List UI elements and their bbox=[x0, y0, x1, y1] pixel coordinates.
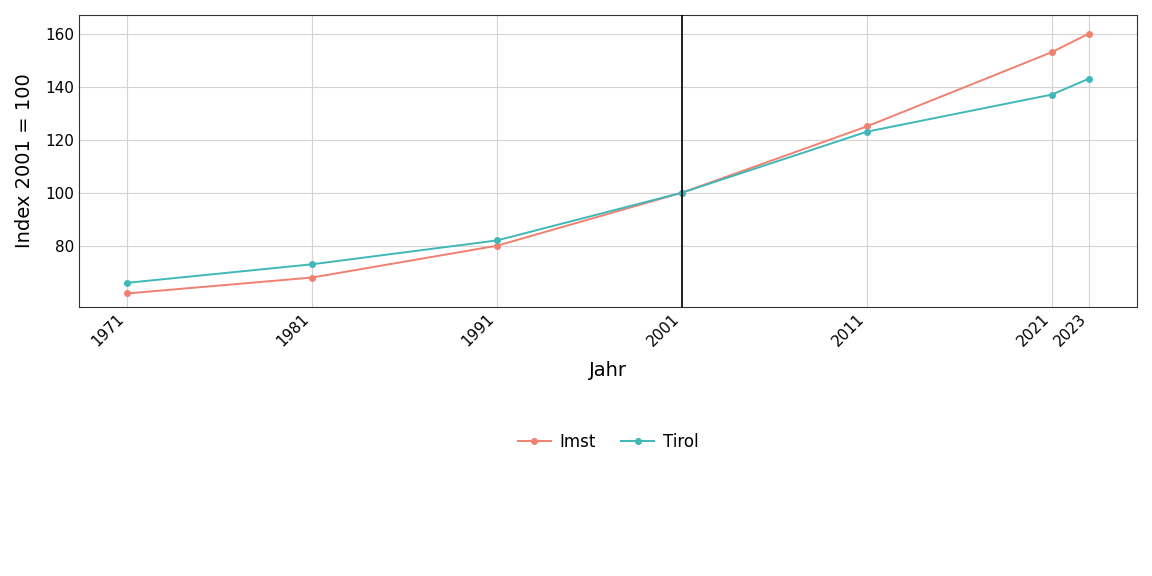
Tirol bbox=[490, 237, 503, 244]
Tirol bbox=[1045, 91, 1059, 98]
Tirol bbox=[675, 190, 689, 196]
Imst bbox=[305, 274, 319, 281]
Tirol bbox=[305, 261, 319, 268]
Imst bbox=[1045, 48, 1059, 55]
Imst bbox=[490, 242, 503, 249]
Imst bbox=[120, 290, 134, 297]
X-axis label: Jahr: Jahr bbox=[589, 361, 627, 380]
Line: Tirol: Tirol bbox=[124, 76, 1092, 286]
Tirol bbox=[861, 128, 874, 135]
Imst bbox=[675, 190, 689, 196]
Y-axis label: Index 2001 = 100: Index 2001 = 100 bbox=[15, 74, 35, 248]
Tirol bbox=[120, 279, 134, 286]
Imst bbox=[861, 123, 874, 130]
Imst bbox=[1082, 30, 1096, 37]
Tirol bbox=[1082, 75, 1096, 82]
Line: Imst: Imst bbox=[124, 31, 1092, 296]
Legend: Imst, Tirol: Imst, Tirol bbox=[511, 426, 705, 457]
